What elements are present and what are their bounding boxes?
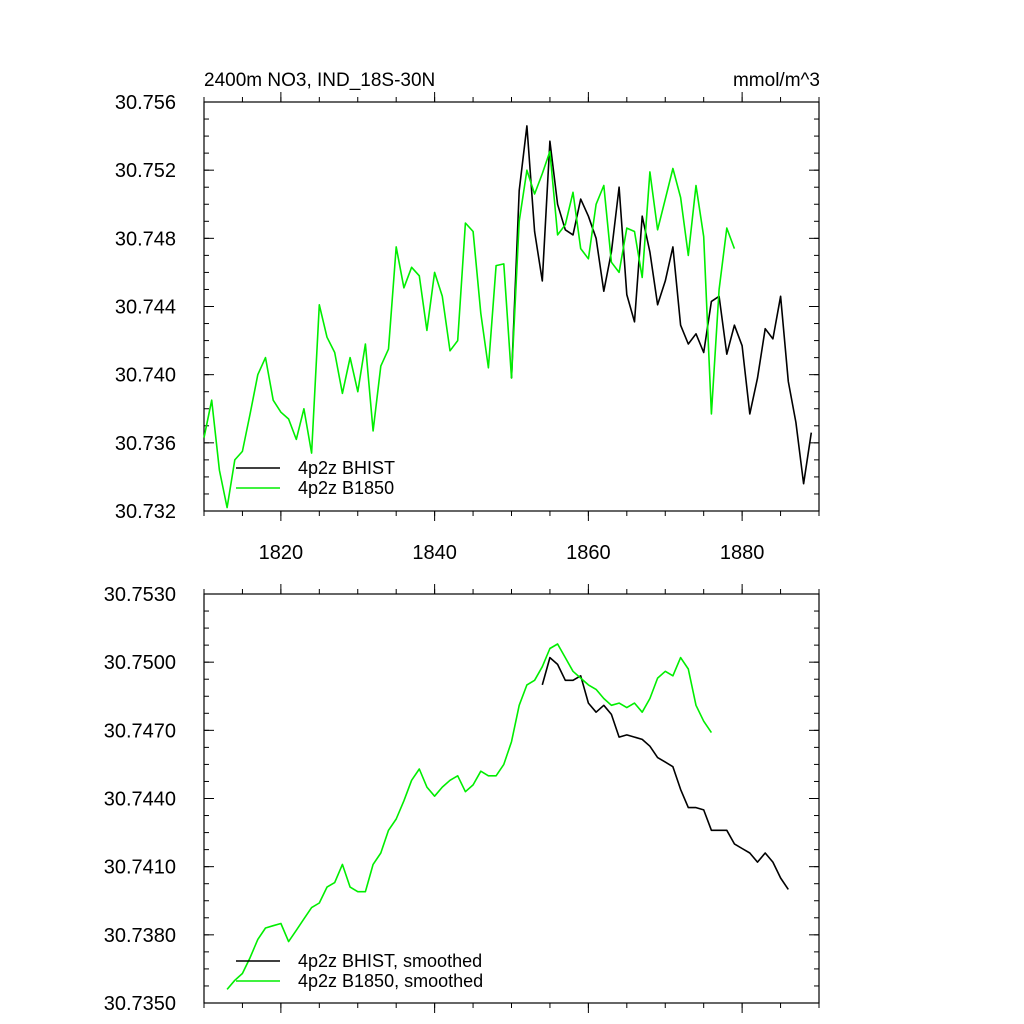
bottom-y-tick-label: 30.7530 bbox=[104, 584, 176, 606]
top-chart-panel: 2400m NO3, IND_18S-30N mmol/m^3 30.75630… bbox=[115, 70, 820, 564]
bottom-legend-label: 4p2z B1850, smoothed bbox=[298, 971, 483, 991]
bottom-ticks bbox=[203, 584, 820, 1013]
bottom-plot-frame bbox=[203, 593, 820, 1004]
top-y-tick-label: 30.752 bbox=[115, 160, 176, 182]
top-legend-label: 4p2z BHIST bbox=[298, 458, 395, 478]
bottom-series-line-bhist bbox=[541, 656, 789, 890]
top-tick-labels: 30.756 30.752 30.748 30.744 30.740 30.736 30.7… bbox=[115, 92, 765, 564]
bottom-y-tick-label: 30.7470 bbox=[104, 720, 176, 742]
bottom-tick-labels: 30.7530 30.7500 30.7470 30.7440 30.7410 30.73… bbox=[104, 584, 176, 1015]
top-y-tick-label: 30.740 bbox=[115, 365, 176, 387]
top-y-tick-label: 30.744 bbox=[115, 297, 176, 319]
top-y-tick-label: 30.732 bbox=[115, 501, 176, 523]
top-series bbox=[203, 125, 813, 509]
bottom-y-tick-label: 30.7380 bbox=[104, 925, 176, 947]
top-x-tick-label: 1820 bbox=[259, 542, 304, 564]
top-plot-frame bbox=[203, 101, 820, 512]
top-ticks bbox=[203, 92, 820, 521]
top-series-line-bhist bbox=[510, 125, 813, 485]
top-series-line-b1850 bbox=[203, 150, 736, 509]
top-x-tick-label: 1840 bbox=[412, 542, 457, 564]
bottom-series-line-b1850 bbox=[226, 643, 713, 990]
bottom-y-tick-label: 30.7500 bbox=[104, 652, 176, 674]
top-x-tick-label: 1860 bbox=[566, 542, 611, 564]
bottom-legend-label: 4p2z BHIST, smoothed bbox=[298, 951, 482, 971]
top-y-tick-label: 30.736 bbox=[115, 433, 176, 455]
top-y-tick-label: 30.756 bbox=[115, 92, 176, 114]
bottom-y-tick-label: 30.7440 bbox=[104, 789, 176, 811]
top-y-tick-label: 30.748 bbox=[115, 228, 176, 250]
top-chart-title: 2400m NO3, IND_18S-30N bbox=[204, 70, 435, 91]
bottom-series bbox=[226, 643, 789, 990]
top-legend-label: 4p2z B1850 bbox=[298, 478, 394, 498]
top-chart-units: mmol/m^3 bbox=[733, 70, 820, 91]
bottom-chart-panel: 30.7530 30.7500 30.7470 30.7440 30.7410 30.73… bbox=[104, 584, 820, 1015]
bottom-y-tick-label: 30.7410 bbox=[104, 857, 176, 879]
top-x-tick-label: 1880 bbox=[720, 542, 765, 564]
bottom-y-tick-label: 30.7350 bbox=[104, 993, 176, 1015]
